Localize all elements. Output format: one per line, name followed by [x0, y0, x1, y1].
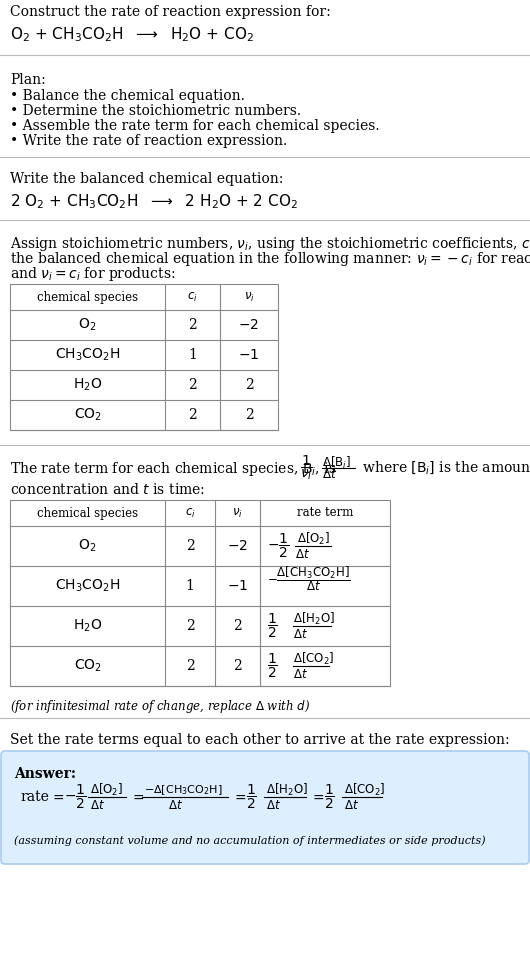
Text: $\nu_i$: $\nu_i$ — [244, 290, 254, 304]
Text: $-\dfrac{1}{2}$: $-\dfrac{1}{2}$ — [267, 532, 289, 561]
Text: $=$: $=$ — [130, 790, 145, 804]
Text: $\mathrm{CO_2}$: $\mathrm{CO_2}$ — [74, 407, 101, 423]
Text: where $[\mathrm{B}_i]$ is the amount: where $[\mathrm{B}_i]$ is the amount — [358, 460, 530, 476]
Text: $-1$: $-1$ — [227, 579, 248, 593]
Text: • Write the rate of reaction expression.: • Write the rate of reaction expression. — [10, 134, 287, 148]
Text: $\mathrm{CH_3CO_2H}$: $\mathrm{CH_3CO_2H}$ — [55, 347, 120, 364]
Text: $\Delta[\mathrm{O_2}]$: $\Delta[\mathrm{O_2}]$ — [90, 782, 123, 798]
Text: $\mathrm{O_2}$ $+$ $\mathrm{CH_3CO_2H}$  $\longrightarrow$  $\mathrm{H_2O}$ $+$ : $\mathrm{O_2}$ $+$ $\mathrm{CH_3CO_2H}$ … — [10, 25, 254, 44]
Text: $\Delta[\mathrm{O_2}]$: $\Delta[\mathrm{O_2}]$ — [297, 531, 330, 547]
Text: Construct the rate of reaction expression for:: Construct the rate of reaction expressio… — [10, 5, 331, 19]
Text: $\nu_i$: $\nu_i$ — [232, 507, 243, 519]
Text: $=$: $=$ — [50, 790, 65, 804]
Bar — [10, 500, 390, 686]
Text: (for infinitesimal rate of change, replace $\Delta$ with $d$): (for infinitesimal rate of change, repla… — [10, 698, 311, 715]
Text: The rate term for each chemical species, $\mathrm{B}_i$, is: The rate term for each chemical species,… — [10, 460, 337, 478]
Text: 2: 2 — [188, 378, 197, 392]
Text: $\dfrac{1}{\nu_i}$: $\dfrac{1}{\nu_i}$ — [300, 454, 313, 482]
Text: $\Delta t$: $\Delta t$ — [266, 799, 281, 811]
FancyBboxPatch shape — [1, 751, 529, 864]
Text: 1: 1 — [186, 579, 195, 593]
Text: $=$: $=$ — [232, 790, 247, 804]
Text: $c_i$: $c_i$ — [187, 290, 198, 304]
Text: rate: rate — [20, 790, 49, 804]
Text: $\Delta t$: $\Delta t$ — [344, 799, 359, 811]
Text: • Assemble the rate term for each chemical species.: • Assemble the rate term for each chemic… — [10, 119, 379, 133]
Text: $\Delta t$: $\Delta t$ — [322, 468, 337, 481]
Text: $\Delta t$: $\Delta t$ — [168, 799, 183, 811]
Text: $c_i$: $c_i$ — [184, 507, 196, 519]
Text: chemical species: chemical species — [37, 507, 138, 519]
Text: and $\nu_i = c_i$ for products:: and $\nu_i = c_i$ for products: — [10, 265, 175, 283]
Text: Assign stoichiometric numbers, $\nu_i$, using the stoichiometric coefficients, $: Assign stoichiometric numbers, $\nu_i$, … — [10, 235, 530, 253]
Text: $\dfrac{1}{2}$: $\dfrac{1}{2}$ — [267, 612, 278, 640]
Text: Plan:: Plan: — [10, 73, 46, 87]
Text: $\Delta t$: $\Delta t$ — [90, 799, 105, 811]
Text: 2: 2 — [233, 619, 242, 633]
Text: 2: 2 — [233, 659, 242, 673]
Text: the balanced chemical equation in the following manner: $\nu_i = -c_i$ for react: the balanced chemical equation in the fo… — [10, 250, 530, 268]
Text: $-2$: $-2$ — [227, 539, 248, 553]
Text: $-\Delta[\mathrm{CH_3CO_2H}]$: $-\Delta[\mathrm{CH_3CO_2H}]$ — [144, 783, 223, 797]
Text: $\Delta[\mathrm{CO_2}]$: $\Delta[\mathrm{CO_2}]$ — [344, 782, 385, 798]
Text: $\mathrm{CH_3CO_2H}$: $\mathrm{CH_3CO_2H}$ — [55, 578, 120, 594]
Text: Answer:: Answer: — [14, 767, 76, 781]
Text: $\Delta[\mathrm{H_2O}]$: $\Delta[\mathrm{H_2O}]$ — [266, 782, 308, 798]
Text: 2: 2 — [245, 408, 253, 422]
Text: rate term: rate term — [297, 507, 353, 519]
Text: $\dfrac{1}{2}$: $\dfrac{1}{2}$ — [324, 783, 335, 811]
Text: (assuming constant volume and no accumulation of intermediates or side products): (assuming constant volume and no accumul… — [14, 835, 485, 846]
Text: Set the rate terms equal to each other to arrive at the rate expression:: Set the rate terms equal to each other t… — [10, 733, 510, 747]
Text: $\Delta t$: $\Delta t$ — [295, 548, 310, 561]
Text: $\Delta[\mathrm{CO_2}]$: $\Delta[\mathrm{CO_2}]$ — [293, 651, 334, 667]
Text: $-\dfrac{\Delta[\mathrm{CH_3CO_2H}]}{\Delta t}$: $-\dfrac{\Delta[\mathrm{CH_3CO_2H}]}{\De… — [267, 564, 351, 594]
Text: $\mathrm{CO_2}$: $\mathrm{CO_2}$ — [74, 658, 101, 674]
Text: • Balance the chemical equation.: • Balance the chemical equation. — [10, 89, 245, 103]
Text: $\mathrm{H_2O}$: $\mathrm{H_2O}$ — [73, 617, 102, 634]
Text: 2: 2 — [245, 378, 253, 392]
Text: $-1$: $-1$ — [238, 348, 260, 362]
Text: chemical species: chemical species — [37, 290, 138, 304]
Text: 2: 2 — [188, 408, 197, 422]
Text: $\Delta t$: $\Delta t$ — [293, 667, 308, 680]
Text: 2: 2 — [186, 659, 195, 673]
Text: $\dfrac{1}{2}$: $\dfrac{1}{2}$ — [267, 652, 278, 680]
Text: 2: 2 — [188, 318, 197, 332]
Text: concentration and $t$ is time:: concentration and $t$ is time: — [10, 482, 205, 497]
Text: $\mathrm{O_2}$: $\mathrm{O_2}$ — [78, 538, 96, 555]
Text: 2: 2 — [186, 619, 195, 633]
Text: $=$: $=$ — [310, 790, 325, 804]
Text: • Determine the stoichiometric numbers.: • Determine the stoichiometric numbers. — [10, 104, 301, 118]
Text: $-\dfrac{1}{2}$: $-\dfrac{1}{2}$ — [64, 783, 86, 811]
Text: $\Delta[\mathrm{H_2O}]$: $\Delta[\mathrm{H_2O}]$ — [293, 611, 335, 627]
Text: $\Delta[\mathrm{B}_i]$: $\Delta[\mathrm{B}_i]$ — [322, 455, 351, 471]
Text: $\dfrac{1}{2}$: $\dfrac{1}{2}$ — [246, 783, 257, 811]
Text: $\Delta t$: $\Delta t$ — [293, 627, 308, 641]
Text: $\mathrm{H_2O}$: $\mathrm{H_2O}$ — [73, 376, 102, 393]
Text: $\mathrm{O_2}$: $\mathrm{O_2}$ — [78, 317, 96, 333]
Text: 2: 2 — [186, 539, 195, 553]
Bar — [10, 284, 278, 430]
Text: Write the balanced chemical equation:: Write the balanced chemical equation: — [10, 172, 284, 186]
Text: 1: 1 — [188, 348, 197, 362]
Text: $2\ \mathrm{O_2}$ $+$ $\mathrm{CH_3CO_2H}$  $\longrightarrow$  $2\ \mathrm{H_2O}: $2\ \mathrm{O_2}$ $+$ $\mathrm{CH_3CO_2H… — [10, 192, 298, 211]
Text: $-2$: $-2$ — [238, 318, 260, 332]
